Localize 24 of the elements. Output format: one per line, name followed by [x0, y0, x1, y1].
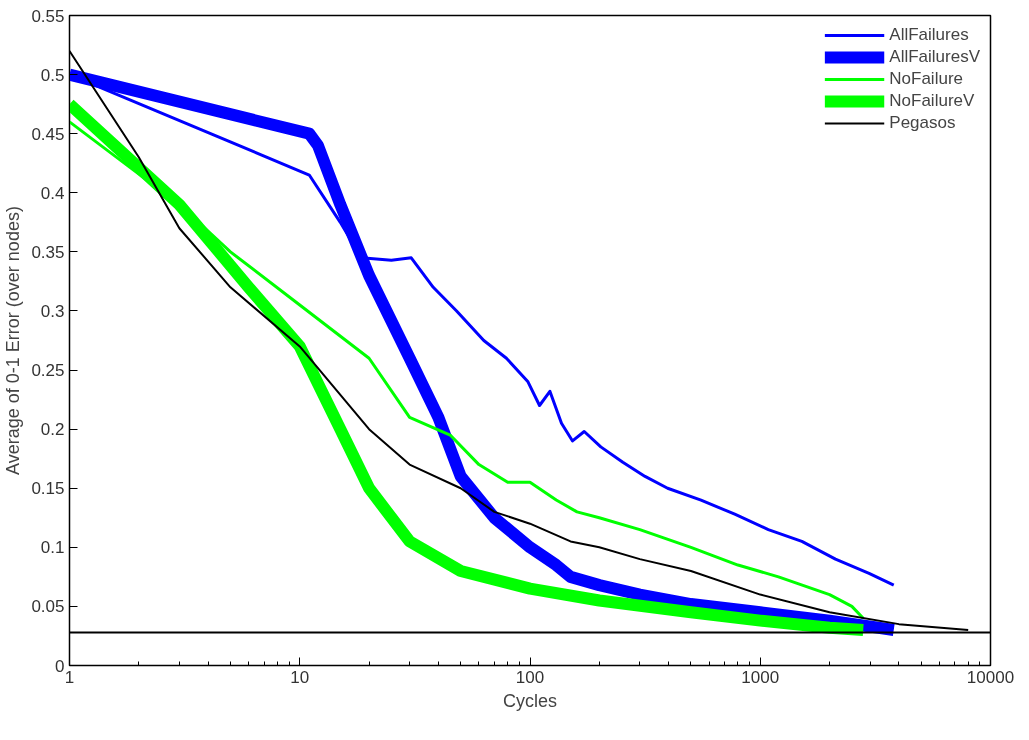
x-tick-label: 1000: [741, 667, 780, 687]
y-tick-label: 0.25: [31, 361, 65, 381]
legend-label: NoFailure: [889, 69, 963, 89]
y-tick-label: 0.4: [40, 183, 65, 203]
legend-label: Pegasos: [889, 113, 956, 133]
x-tick-label: 100: [515, 667, 545, 687]
x-tick-label: 10: [290, 667, 310, 687]
legend-label: AllFailures: [889, 25, 969, 45]
y-tick-label: 0.1: [40, 538, 65, 558]
y-tick-label: 0.45: [31, 124, 65, 144]
y-tick-label: 0.15: [31, 479, 65, 499]
legend-label: AllFailuresV: [889, 47, 980, 67]
x-tick-label: 10000: [966, 667, 1015, 687]
x-axis-title: Cycles: [503, 690, 558, 711]
y-tick-label: 0.05: [31, 597, 65, 617]
y-tick-label: 0: [55, 656, 65, 676]
y-tick-label: 0.2: [40, 420, 65, 440]
y-tick-label: 0.55: [31, 6, 65, 26]
y-tick-label: 0.35: [31, 242, 65, 262]
y-tick-label: 0.3: [40, 301, 65, 321]
legend-label: NoFailureV: [889, 91, 975, 111]
x-tick-label: 1: [64, 667, 75, 687]
y-tick-label: 0.5: [40, 65, 65, 85]
y-axis-title: Average of 0-1 Error (over nodes): [3, 206, 24, 475]
